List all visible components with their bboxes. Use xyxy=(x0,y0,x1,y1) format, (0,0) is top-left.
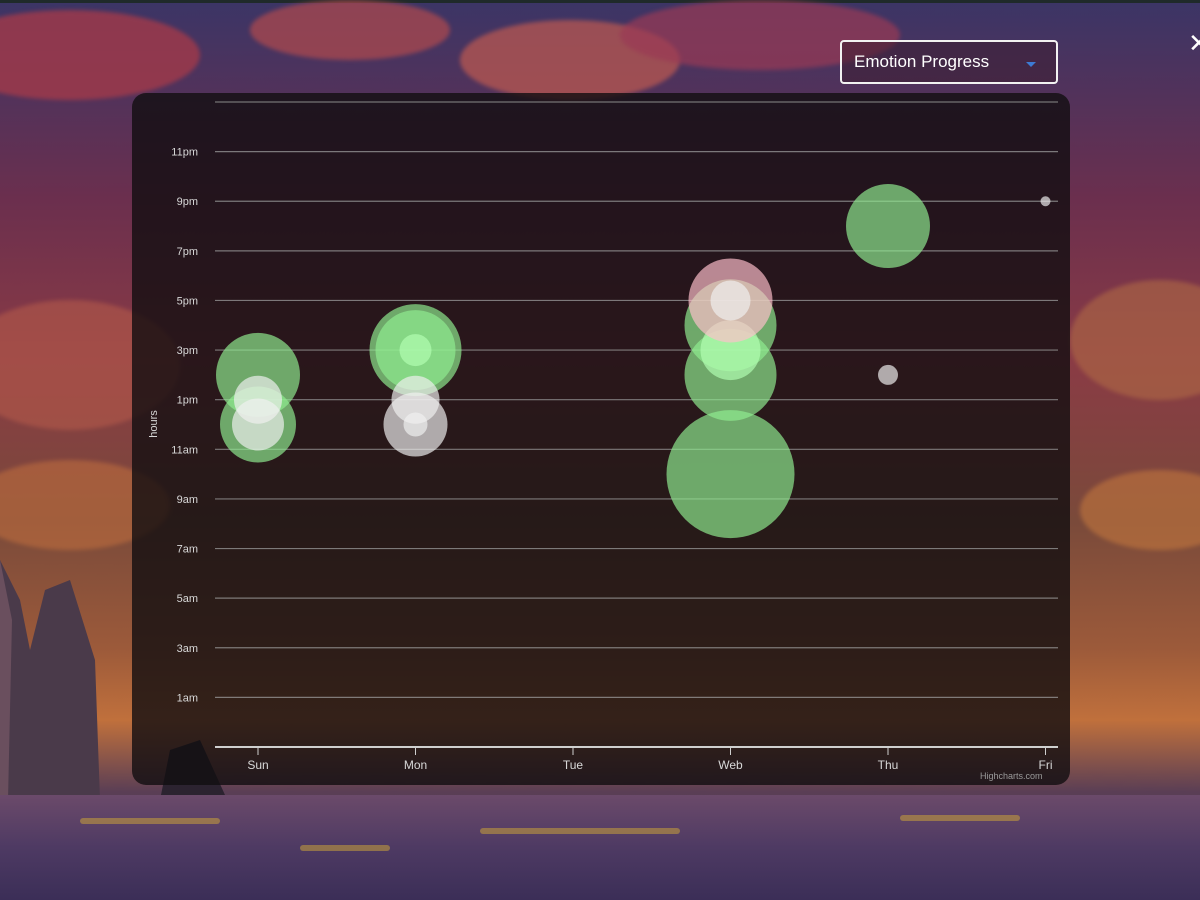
x-tick-label: Sun xyxy=(247,758,268,772)
bubble-point xyxy=(846,184,930,269)
water xyxy=(0,795,1200,900)
y-tick-label: 11am xyxy=(171,444,198,456)
y-tick-label: 7pm xyxy=(177,246,198,258)
y-tick-label: 1pm xyxy=(177,395,198,407)
chart-credit[interactable]: Highcharts.com xyxy=(980,771,1043,781)
y-tick-label: 9pm xyxy=(177,196,198,208)
bubble-point xyxy=(666,410,795,539)
cloud xyxy=(250,0,450,60)
x-tick-label: Mon xyxy=(404,758,427,772)
water-reflection xyxy=(300,845,390,851)
x-tick-label: Tue xyxy=(563,758,584,772)
y-tick-label: 11pm xyxy=(171,147,198,159)
bubble-point xyxy=(878,364,898,385)
water-reflection xyxy=(480,828,680,834)
rock-cliff xyxy=(0,560,100,800)
bubble-point xyxy=(399,334,432,367)
y-tick-label: 7am xyxy=(177,544,198,556)
chevron-down-icon xyxy=(1026,62,1036,67)
y-tick-label: 3pm xyxy=(177,345,198,357)
y-tick-label: 9am xyxy=(177,494,198,506)
water-reflection xyxy=(900,815,1020,821)
close-icon[interactable]: ✕ xyxy=(1188,28,1200,58)
emotion-select[interactable]: Emotion Progress xyxy=(840,40,1058,84)
y-tick-label: 5pm xyxy=(177,295,198,307)
y-tick-label: 1am xyxy=(177,692,198,704)
x-tick-label: Fri xyxy=(1039,758,1053,772)
y-axis-title: hours xyxy=(148,410,160,438)
x-tick-label: Web xyxy=(718,758,743,772)
cloud xyxy=(1080,470,1200,550)
y-tick-label: 5am xyxy=(177,593,198,605)
water-reflection xyxy=(80,818,220,824)
emotion-select-value: Emotion Progress xyxy=(854,52,990,71)
bubble-point xyxy=(1040,196,1051,207)
y-tick-label: 3am xyxy=(177,643,198,655)
bubble-point xyxy=(403,412,428,437)
window-top-border xyxy=(0,0,1200,3)
cloud xyxy=(0,10,200,100)
x-tick-label: Thu xyxy=(878,758,899,772)
bubble-point xyxy=(232,398,284,451)
bubble-point xyxy=(710,280,751,321)
